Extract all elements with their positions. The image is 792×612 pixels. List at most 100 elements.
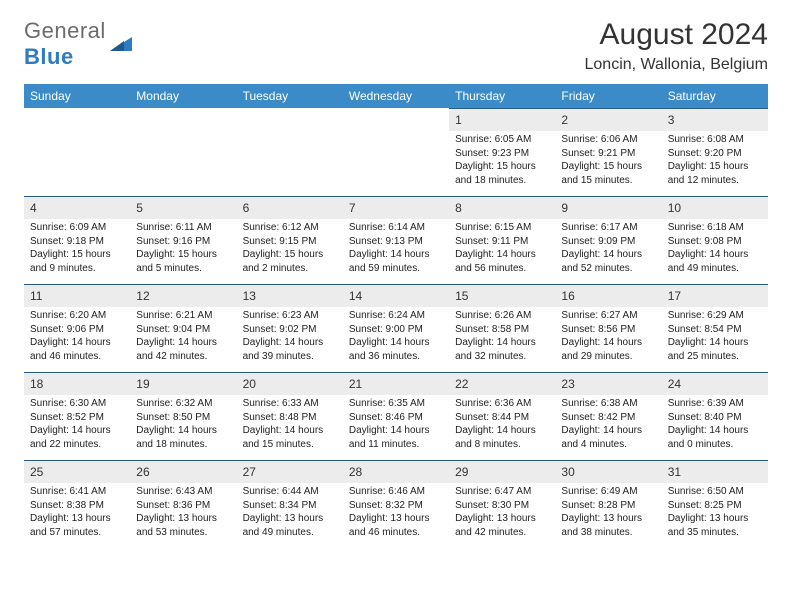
sunrise-line: Sunrise: 6:12 AM [243, 222, 319, 233]
day-content: Sunrise: 6:39 AMSunset: 8:40 PMDaylight:… [662, 395, 768, 455]
sunset-line: Sunset: 8:36 PM [136, 500, 210, 511]
daylight-line: Daylight: 14 hours and 29 minutes. [561, 337, 642, 362]
header: General Blue August 2024 Loncin, Walloni… [24, 18, 768, 74]
day-number: 28 [343, 460, 449, 483]
sunrise-line: Sunrise: 6:15 AM [455, 222, 531, 233]
calendar-cell: 13Sunrise: 6:23 AMSunset: 9:02 PMDayligh… [237, 284, 343, 372]
sunset-line: Sunset: 8:25 PM [668, 500, 742, 511]
daylight-line: Daylight: 14 hours and 52 minutes. [561, 249, 642, 274]
day-content: Sunrise: 6:41 AMSunset: 8:38 PMDaylight:… [24, 483, 130, 543]
calendar-cell [343, 108, 449, 196]
calendar-cell: 5Sunrise: 6:11 AMSunset: 9:16 PMDaylight… [130, 196, 236, 284]
daylight-line: Daylight: 14 hours and 59 minutes. [349, 249, 430, 274]
calendar-cell: 10Sunrise: 6:18 AMSunset: 9:08 PMDayligh… [662, 196, 768, 284]
sunset-line: Sunset: 8:46 PM [349, 412, 423, 423]
sunset-line: Sunset: 8:30 PM [455, 500, 529, 511]
day-number: 30 [555, 460, 661, 483]
day-content: Sunrise: 6:20 AMSunset: 9:06 PMDaylight:… [24, 307, 130, 367]
day-number: 15 [449, 284, 555, 307]
sunset-line: Sunset: 8:42 PM [561, 412, 635, 423]
sunrise-line: Sunrise: 6:32 AM [136, 398, 212, 409]
day-content: Sunrise: 6:47 AMSunset: 8:30 PMDaylight:… [449, 483, 555, 543]
day-content: Sunrise: 6:12 AMSunset: 9:15 PMDaylight:… [237, 219, 343, 279]
day-number: 4 [24, 196, 130, 219]
day-content: Sunrise: 6:06 AMSunset: 9:21 PMDaylight:… [555, 131, 661, 191]
daylight-line: Daylight: 14 hours and 18 minutes. [136, 425, 217, 450]
day-content: Sunrise: 6:32 AMSunset: 8:50 PMDaylight:… [130, 395, 236, 455]
day-header: Friday [555, 84, 661, 108]
calendar-row: 4Sunrise: 6:09 AMSunset: 9:18 PMDaylight… [24, 196, 768, 284]
sunset-line: Sunset: 9:04 PM [136, 324, 210, 335]
day-content: Sunrise: 6:08 AMSunset: 9:20 PMDaylight:… [662, 131, 768, 191]
sunrise-line: Sunrise: 6:18 AM [668, 222, 744, 233]
sunrise-line: Sunrise: 6:44 AM [243, 486, 319, 497]
sunset-line: Sunset: 8:54 PM [668, 324, 742, 335]
sunset-line: Sunset: 8:48 PM [243, 412, 317, 423]
day-number: 8 [449, 196, 555, 219]
calendar-cell [130, 108, 236, 196]
daylight-line: Daylight: 13 hours and 57 minutes. [30, 513, 111, 538]
sunrise-line: Sunrise: 6:38 AM [561, 398, 637, 409]
calendar-cell: 15Sunrise: 6:26 AMSunset: 8:58 PMDayligh… [449, 284, 555, 372]
sunset-line: Sunset: 8:44 PM [455, 412, 529, 423]
calendar-cell: 20Sunrise: 6:33 AMSunset: 8:48 PMDayligh… [237, 372, 343, 460]
day-number: 14 [343, 284, 449, 307]
day-content: Sunrise: 6:05 AMSunset: 9:23 PMDaylight:… [449, 131, 555, 191]
day-content: Sunrise: 6:35 AMSunset: 8:46 PMDaylight:… [343, 395, 449, 455]
day-content: Sunrise: 6:36 AMSunset: 8:44 PMDaylight:… [449, 395, 555, 455]
day-number: 3 [662, 108, 768, 131]
day-number: 2 [555, 108, 661, 131]
sunset-line: Sunset: 9:06 PM [30, 324, 104, 335]
sunset-line: Sunset: 9:00 PM [349, 324, 423, 335]
daylight-line: Daylight: 14 hours and 42 minutes. [136, 337, 217, 362]
sunrise-line: Sunrise: 6:43 AM [136, 486, 212, 497]
day-number: 7 [343, 196, 449, 219]
calendar-cell: 8Sunrise: 6:15 AMSunset: 9:11 PMDaylight… [449, 196, 555, 284]
sunset-line: Sunset: 8:52 PM [30, 412, 104, 423]
day-number: 11 [24, 284, 130, 307]
sunset-line: Sunset: 8:40 PM [668, 412, 742, 423]
calendar-cell: 7Sunrise: 6:14 AMSunset: 9:13 PMDaylight… [343, 196, 449, 284]
day-number: 21 [343, 372, 449, 395]
sunrise-line: Sunrise: 6:21 AM [136, 310, 212, 321]
calendar-cell: 11Sunrise: 6:20 AMSunset: 9:06 PMDayligh… [24, 284, 130, 372]
sunset-line: Sunset: 8:58 PM [455, 324, 529, 335]
day-number: 6 [237, 196, 343, 219]
day-number: 12 [130, 284, 236, 307]
sunrise-line: Sunrise: 6:24 AM [349, 310, 425, 321]
daylight-line: Daylight: 13 hours and 53 minutes. [136, 513, 217, 538]
daylight-line: Daylight: 14 hours and 32 minutes. [455, 337, 536, 362]
calendar-cell: 26Sunrise: 6:43 AMSunset: 8:36 PMDayligh… [130, 460, 236, 548]
calendar-cell: 30Sunrise: 6:49 AMSunset: 8:28 PMDayligh… [555, 460, 661, 548]
day-content: Sunrise: 6:43 AM Sunset: 8:36 PM Daylight:… [130, 483, 236, 543]
calendar-cell: 28Sunrise: 6:46 AMSunset: 8:32 PMDayligh… [343, 460, 449, 548]
day-number: 5 [130, 196, 236, 219]
title-block: August 2024 Loncin, Wallonia, Belgium [585, 18, 769, 74]
day-number: 27 [237, 460, 343, 483]
sunrise-line: Sunrise: 6:06 AM [561, 134, 637, 145]
calendar-cell: 23Sunrise: 6:38 AMSunset: 8:42 PMDayligh… [555, 372, 661, 460]
sunrise-line: Sunrise: 6:09 AM [30, 222, 106, 233]
calendar-cell: 3Sunrise: 6:08 AMSunset: 9:20 PMDaylight… [662, 108, 768, 196]
daylight-line: Daylight: 15 hours and 5 minutes. [136, 249, 217, 274]
day-content: Sunrise: 6:21 AM Sunset: 9:04 PM Daylight:… [130, 307, 236, 367]
day-content: Sunrise: 6:27 AMSunset: 8:56 PMDaylight:… [555, 307, 661, 367]
sunrise-line: Sunrise: 6:46 AM [349, 486, 425, 497]
brand-part1: General [24, 18, 106, 43]
brand-text: General Blue [24, 18, 106, 70]
day-number: 31 [662, 460, 768, 483]
sunset-line: Sunset: 9:15 PM [243, 236, 317, 247]
calendar-cell: 4Sunrise: 6:09 AMSunset: 9:18 PMDaylight… [24, 196, 130, 284]
daylight-line: Daylight: 14 hours and 22 minutes. [30, 425, 111, 450]
sunrise-line: Sunrise: 6:14 AM [349, 222, 425, 233]
sunset-line: Sunset: 9:11 PM [455, 236, 528, 247]
day-content: Sunrise: 6:29 AMSunset: 8:54 PMDaylight:… [662, 307, 768, 367]
sunset-line: Sunset: 8:32 PM [349, 500, 423, 511]
day-content: Sunrise: 6:18 AMSunset: 9:08 PMDaylight:… [662, 219, 768, 279]
day-content: Sunrise: 6:23 AMSunset: 9:02 PMDaylight:… [237, 307, 343, 367]
calendar-head: SundayMondayTuesdayWednesdayThursdayFrid… [24, 84, 768, 108]
brand-part2: Blue [24, 44, 74, 69]
sunset-line: Sunset: 9:23 PM [455, 148, 529, 159]
day-header: Thursday [449, 84, 555, 108]
sunrise-line: Sunrise: 6:27 AM [561, 310, 637, 321]
